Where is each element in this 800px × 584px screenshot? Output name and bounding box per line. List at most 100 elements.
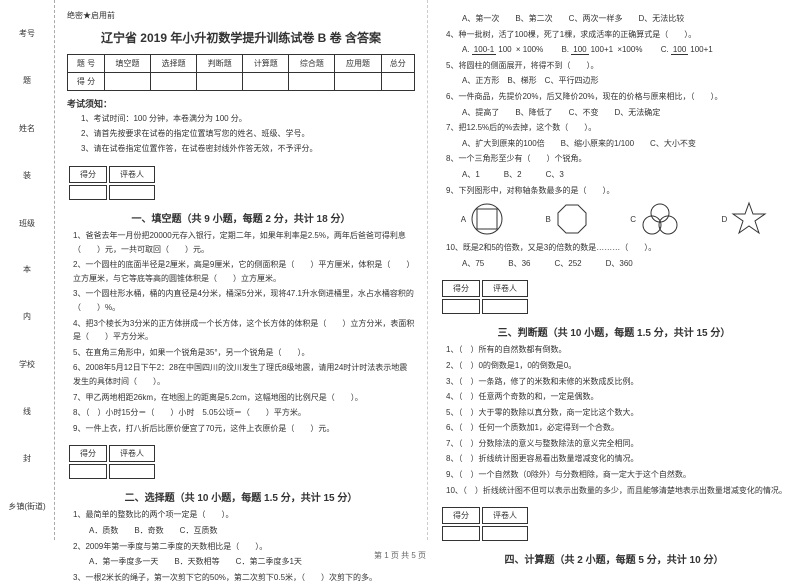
sc: 评卷人 [482, 280, 528, 297]
th: 填空题 [104, 55, 150, 73]
td [243, 73, 289, 91]
octagon-icon [555, 202, 589, 236]
q: 7、（ ）分数除法的意义与整数除法的意义完全相同。 [446, 437, 788, 451]
sc [109, 185, 155, 200]
sc: 得分 [69, 445, 107, 462]
q: 3、一根2米长的绳子，第一次剪下它的50%，第二次剪下0.5米，（ ）次剪下的多… [73, 571, 415, 584]
notice-item: 1、考试时间：100 分钟，本卷满分为 100 分。 [81, 113, 415, 125]
q: 7、把12.5%后的%去掉，这个数（ ）。 [446, 121, 788, 135]
den: 100+1 [589, 45, 615, 54]
q: 5、在直角三角形中，如果一个锐角是35°，另一个锐角是（ ）。 [73, 346, 415, 360]
td [335, 73, 381, 91]
den: 100 [496, 45, 513, 54]
sc: 得分 [442, 507, 480, 524]
side-mark: 封 [22, 454, 33, 464]
side-label: 班级 [19, 218, 35, 229]
td [104, 73, 150, 91]
q: 3、（ ）一条路，修了的米数和未修的米数成反比例。 [446, 375, 788, 389]
q: 3、一个圆柱形水桶，桶的内直径是4分米，桶深5分米，现将47.1升水倒进桶里，水… [73, 287, 415, 314]
q: 6、（ ）任何一个质数加1，必定得到一个合数。 [446, 421, 788, 435]
sc [69, 185, 107, 200]
square-in-circle-icon [470, 202, 504, 236]
opt-c: C [630, 215, 636, 224]
q: 9、（ ）一个自然数（0除外）与分数相除，商一定大于这个自然数。 [446, 468, 788, 482]
right-column: A、第一次 B、第二次 C、两次一样多 D、无法比较 4、种一批树，活了100棵… [428, 0, 800, 540]
section-1-title: 一、填空题（共 9 小题，每题 2 分，共计 18 分） [67, 210, 415, 225]
shape-options: A B C D [440, 201, 788, 237]
q: 10、既是2和5的倍数，又是3的倍数的数是………（ ）。 [446, 241, 788, 255]
side-mark: 题 [22, 76, 33, 86]
den: 100+1 [688, 45, 714, 54]
th: 总分 [381, 55, 414, 73]
q: A、扩大到原来的100倍 B、缩小原来的1/100 C、大小不变 [446, 137, 788, 151]
num: 100-1 [472, 45, 496, 55]
q: 1、爸爸去年一月份把20000元存入银行，定期二年，如果年利率是2.5%，两年后… [73, 229, 415, 256]
side-mark: 本 [22, 265, 33, 275]
q: 6、2008年5月12日下午2：28在中国四川的汶川发生了理氏8级地震，请用24… [73, 361, 415, 388]
score-cell: 得分评卷人 [67, 443, 157, 481]
q: 1、最简单的整数比的两个项一定是（ ）。 [73, 508, 415, 522]
q: 9、一件上衣，打八折后比原价便宜了70元，这件上衣原价是（ ）元。 [73, 422, 415, 436]
q: 6、一件商品，先提价20%，后又降价20%，现在的价格与原来相比，（ ）。 [446, 90, 788, 104]
sc [442, 526, 480, 541]
sc: 评卷人 [109, 166, 155, 183]
page-footer: 第 1 页 共 5 页 [0, 550, 800, 561]
section-2-title: 二、选择题（共 10 小题，每题 1.5 分，共计 15 分） [67, 489, 415, 504]
q: A、正方形 B、梯形 C、平行四边形 [446, 74, 788, 88]
side-label: 姓名 [19, 123, 35, 134]
q: A．质数 B．奇数 C．互质数 [73, 524, 415, 538]
paper-title: 辽宁省 2019 年小升初数学提升训练试卷 B 卷 含答案 [67, 29, 415, 46]
opt-label: C. [661, 45, 669, 54]
secret-label: 绝密★启用前 [67, 10, 415, 21]
score-table: 题 号 填空题 选择题 判断题 计算题 综合题 应用题 总分 得 分 [67, 54, 415, 91]
sc [109, 464, 155, 479]
td [289, 73, 335, 91]
suffix: × 100% [516, 45, 543, 54]
sc: 评卷人 [482, 507, 528, 524]
sc [442, 299, 480, 314]
three-circles-icon [640, 202, 680, 236]
q: 10、（ ）折线统计图不但可以表示出数量的多少，而且能够清楚地表示出数量增减变化… [446, 484, 788, 498]
score-cell: 得分评卷人 [440, 505, 530, 543]
sc: 得分 [442, 280, 480, 297]
q: 8、（ ）折线统计图更容易看出数量增减变化的情况。 [446, 452, 788, 466]
num: 100 [671, 45, 688, 55]
star-icon [731, 201, 767, 237]
score-cell: 得分评卷人 [440, 278, 530, 316]
side-mark: 装 [22, 171, 33, 181]
side-label: 考号 [19, 28, 35, 39]
sc: 评卷人 [109, 445, 155, 462]
q: 9、下列图形中，对称轴条数最多的是（ ）。 [446, 184, 788, 198]
opt-a: A [461, 215, 466, 224]
q: A、75 B、36 C、252 D、360 [446, 257, 788, 271]
q: 2、一个圆柱的底面半径是2厘米，高是9厘米，它的侧面积是（ ）平方厘米，体积是（… [73, 258, 415, 285]
notice-item: 2、请首先按要求在试卷的指定位置填写您的姓名、班级、学号。 [81, 128, 415, 140]
suffix: ×100% [617, 45, 642, 54]
q: A、提高了 B、降低了 C、不变 D、无法确定 [446, 106, 788, 120]
q: A、1 B、2 C、3 [446, 168, 788, 182]
sc [482, 299, 528, 314]
q: 5、（ ）大于零的数除以真分数，商一定比这个数大。 [446, 406, 788, 420]
opt-label: B. [561, 45, 569, 54]
notice-heading: 考试须知： [67, 97, 415, 110]
notice-item: 3、请在试卷指定位置作答，在试卷密封线外作答无效，不予评分。 [81, 143, 415, 155]
q: 5、将圆柱的侧面展开，将得不到（ ）。 [446, 59, 788, 73]
side-mark: 线 [22, 407, 33, 417]
opt-d: D [722, 215, 728, 224]
q: 7、甲乙两地相距26km，在地图上的距离是5.2cm，这幅地图的比例尺是（ ）。 [73, 391, 415, 405]
q: 4、（ ）任意两个奇数的和，一定是偶数。 [446, 390, 788, 404]
num: 100 [571, 45, 588, 55]
notice-list: 1、考试时间：100 分钟，本卷满分为 100 分。 2、请首先按要求在试卷的指… [67, 113, 415, 155]
th: 选择题 [151, 55, 197, 73]
q: 8、（ ）小时15分＝（ ）小时 5.05公顷＝（ ）平方米。 [73, 406, 415, 420]
q: A、第一次 B、第二次 C、两次一样多 D、无法比较 [446, 12, 788, 26]
section-3-title: 三、判断题（共 10 小题，每题 1.5 分，共计 15 分） [440, 324, 788, 339]
td [197, 73, 243, 91]
side-label: 学校 [19, 359, 35, 370]
q4-options: A. 100-1100 × 100% B. 100100+1 ×100% C. … [446, 43, 788, 57]
th: 综合题 [289, 55, 335, 73]
td [151, 73, 197, 91]
opt-label: A. [462, 45, 470, 54]
q: 4、种一批树，活了100棵，死了1棵，求成活率的正确算式是（ ）。 [446, 28, 788, 42]
th: 计算题 [243, 55, 289, 73]
